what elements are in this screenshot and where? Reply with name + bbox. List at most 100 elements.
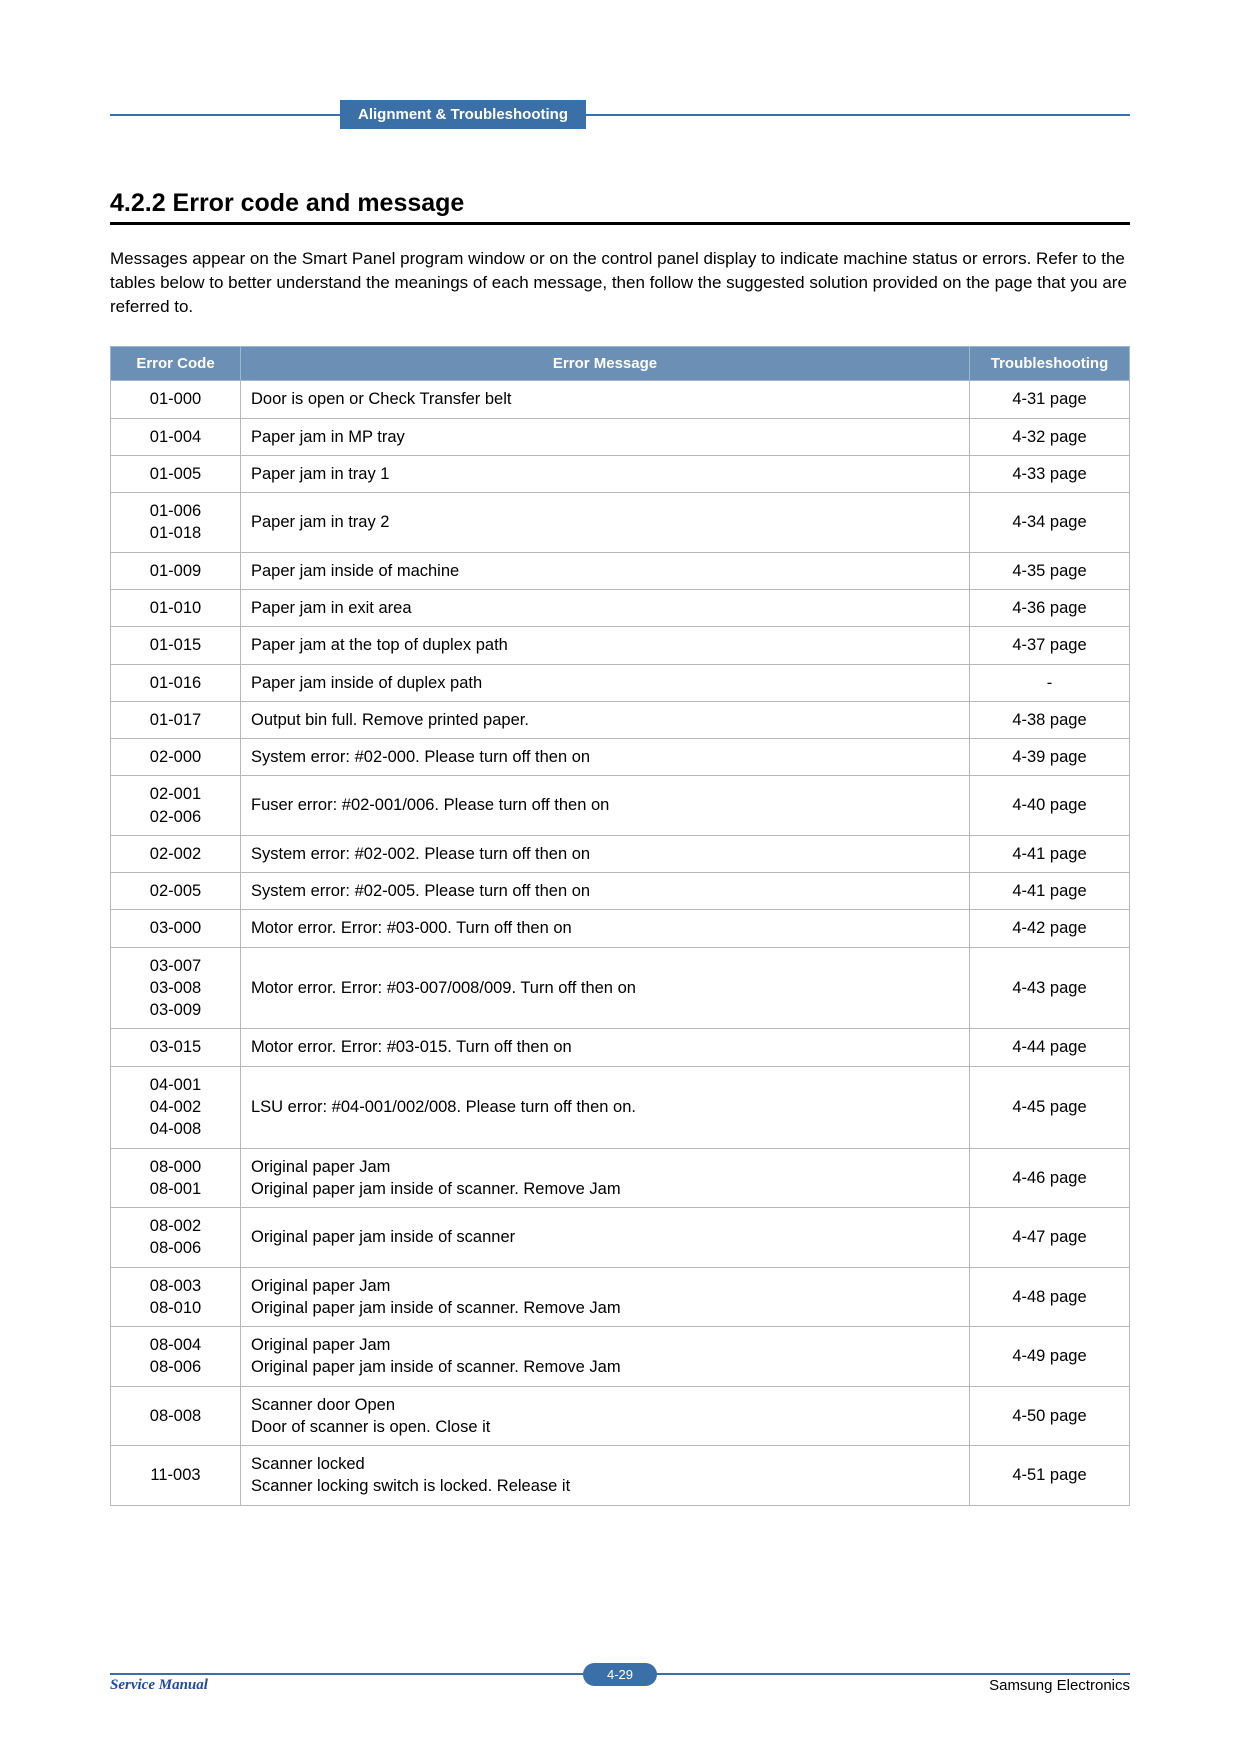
cell-troubleshooting: 4-41 page — [970, 873, 1130, 910]
cell-error-code: 01-009 — [111, 552, 241, 589]
cell-error-code: 02-00102-006 — [111, 776, 241, 836]
table-header-row: Error Code Error Message Troubleshooting — [111, 347, 1130, 381]
cell-error-message: Paper jam inside of duplex path — [241, 664, 970, 701]
table-row: 04-00104-00204-008LSU error: #04-001/002… — [111, 1066, 1130, 1148]
cell-error-code: 01-015 — [111, 627, 241, 664]
footer-left: Service Manual — [110, 1677, 208, 1694]
cell-error-code: 02-005 — [111, 873, 241, 910]
table-row: 08-008Scanner door OpenDoor of scanner i… — [111, 1386, 1130, 1446]
cell-error-message: Paper jam inside of machine — [241, 552, 970, 589]
cell-troubleshooting: 4-38 page — [970, 701, 1130, 738]
table-row: 08-00208-006Original paper jam inside of… — [111, 1208, 1130, 1268]
table-row: 03-000Motor error. Error: #03-000. Turn … — [111, 910, 1130, 947]
cell-error-message: Original paper JamOriginal paper jam ins… — [241, 1148, 970, 1208]
table-row: 08-00008-001Original paper JamOriginal p… — [111, 1148, 1130, 1208]
cell-error-message: Paper jam in exit area — [241, 589, 970, 626]
table-row: 01-004Paper jam in MP tray4-32 page — [111, 418, 1130, 455]
cell-error-message: Motor error. Error: #03-015. Turn off th… — [241, 1029, 970, 1066]
table-row: 03-015Motor error. Error: #03-015. Turn … — [111, 1029, 1130, 1066]
footer-right: Samsung Electronics — [989, 1677, 1130, 1694]
cell-error-message: Original paper JamOriginal paper jam ins… — [241, 1327, 970, 1387]
table-row: 01-00601-018Paper jam in tray 24-34 page — [111, 493, 1130, 553]
section-title: 4.2.2 Error code and message — [110, 189, 1130, 225]
cell-error-message: System error: #02-000. Please turn off t… — [241, 739, 970, 776]
cell-error-message: System error: #02-002. Please turn off t… — [241, 835, 970, 872]
footer: 4-29 Service Manual Samsung Electronics — [110, 1673, 1130, 1694]
table-row: 03-00703-00803-009Motor error. Error: #0… — [111, 947, 1130, 1029]
cell-error-code: 03-015 — [111, 1029, 241, 1066]
cell-error-message: Scanner door OpenDoor of scanner is open… — [241, 1386, 970, 1446]
table-row: 02-005System error: #02-005. Please turn… — [111, 873, 1130, 910]
col-troubleshooting: Troubleshooting — [970, 347, 1130, 381]
cell-error-code: 08-008 — [111, 1386, 241, 1446]
header-line-right — [586, 114, 1130, 116]
cell-troubleshooting: 4-46 page — [970, 1148, 1130, 1208]
table-row: 01-015Paper jam at the top of duplex pat… — [111, 627, 1130, 664]
cell-error-message: Original paper jam inside of scanner — [241, 1208, 970, 1268]
cell-error-message: Fuser error: #02-001/006. Please turn of… — [241, 776, 970, 836]
cell-error-code: 01-000 — [111, 381, 241, 418]
cell-error-message: Motor error. Error: #03-007/008/009. Tur… — [241, 947, 970, 1029]
cell-error-code: 08-00008-001 — [111, 1148, 241, 1208]
cell-troubleshooting: 4-43 page — [970, 947, 1130, 1029]
table-row: 08-00308-010Original paper JamOriginal p… — [111, 1267, 1130, 1327]
table-row: 02-002System error: #02-002. Please turn… — [111, 835, 1130, 872]
cell-error-code: 01-010 — [111, 589, 241, 626]
cell-error-code: 01-00601-018 — [111, 493, 241, 553]
cell-troubleshooting: 4-39 page — [970, 739, 1130, 776]
cell-error-code: 01-017 — [111, 701, 241, 738]
cell-error-message: Paper jam in MP tray — [241, 418, 970, 455]
cell-troubleshooting: 4-40 page — [970, 776, 1130, 836]
cell-troubleshooting: 4-31 page — [970, 381, 1130, 418]
cell-troubleshooting: 4-35 page — [970, 552, 1130, 589]
cell-error-message: System error: #02-005. Please turn off t… — [241, 873, 970, 910]
cell-error-code: 08-00208-006 — [111, 1208, 241, 1268]
cell-error-code: 04-00104-00204-008 — [111, 1066, 241, 1148]
section-intro: Messages appear on the Smart Panel progr… — [110, 247, 1130, 318]
cell-error-message: Scanner lockedScanner locking switch is … — [241, 1446, 970, 1506]
header-bar: Alignment & Troubleshooting — [110, 100, 1130, 129]
cell-troubleshooting: 4-32 page — [970, 418, 1130, 455]
cell-troubleshooting: 4-36 page — [970, 589, 1130, 626]
cell-error-code: 03-00703-00803-009 — [111, 947, 241, 1029]
cell-troubleshooting: 4-37 page — [970, 627, 1130, 664]
cell-error-code: 08-00408-006 — [111, 1327, 241, 1387]
table-row: 01-005Paper jam in tray 14-33 page — [111, 455, 1130, 492]
cell-error-message: Paper jam at the top of duplex path — [241, 627, 970, 664]
col-error-code: Error Code — [111, 347, 241, 381]
cell-error-message: Output bin full. Remove printed paper. — [241, 701, 970, 738]
cell-troubleshooting: 4-34 page — [970, 493, 1130, 553]
cell-error-message: Paper jam in tray 2 — [241, 493, 970, 553]
table-row: 02-000System error: #02-000. Please turn… — [111, 739, 1130, 776]
cell-troubleshooting: 4-41 page — [970, 835, 1130, 872]
header-line-left — [110, 114, 340, 116]
cell-error-message: Paper jam in tray 1 — [241, 455, 970, 492]
cell-error-code: 02-002 — [111, 835, 241, 872]
cell-troubleshooting: 4-33 page — [970, 455, 1130, 492]
cell-error-code: 01-016 — [111, 664, 241, 701]
table-row: 01-000Door is open or Check Transfer bel… — [111, 381, 1130, 418]
table-row: 02-00102-006Fuser error: #02-001/006. Pl… — [111, 776, 1130, 836]
cell-troubleshooting: 4-42 page — [970, 910, 1130, 947]
table-row: 01-009Paper jam inside of machine4-35 pa… — [111, 552, 1130, 589]
cell-troubleshooting: - — [970, 664, 1130, 701]
cell-error-code: 01-004 — [111, 418, 241, 455]
table-row: 01-010Paper jam in exit area4-36 page — [111, 589, 1130, 626]
table-row: 01-016Paper jam inside of duplex path- — [111, 664, 1130, 701]
error-code-table: Error Code Error Message Troubleshooting… — [110, 346, 1130, 1505]
cell-error-code: 01-005 — [111, 455, 241, 492]
cell-error-code: 08-00308-010 — [111, 1267, 241, 1327]
cell-troubleshooting: 4-50 page — [970, 1386, 1130, 1446]
cell-error-code: 03-000 — [111, 910, 241, 947]
cell-error-message: LSU error: #04-001/002/008. Please turn … — [241, 1066, 970, 1148]
cell-troubleshooting: 4-45 page — [970, 1066, 1130, 1148]
cell-troubleshooting: 4-44 page — [970, 1029, 1130, 1066]
cell-error-message: Motor error. Error: #03-000. Turn off th… — [241, 910, 970, 947]
cell-troubleshooting: 4-49 page — [970, 1327, 1130, 1387]
header-pill: Alignment & Troubleshooting — [340, 100, 586, 129]
cell-error-message: Original paper JamOriginal paper jam ins… — [241, 1267, 970, 1327]
cell-error-code: 11-003 — [111, 1446, 241, 1506]
cell-error-message: Door is open or Check Transfer belt — [241, 381, 970, 418]
table-row: 11-003Scanner lockedScanner locking swit… — [111, 1446, 1130, 1506]
cell-error-code: 02-000 — [111, 739, 241, 776]
